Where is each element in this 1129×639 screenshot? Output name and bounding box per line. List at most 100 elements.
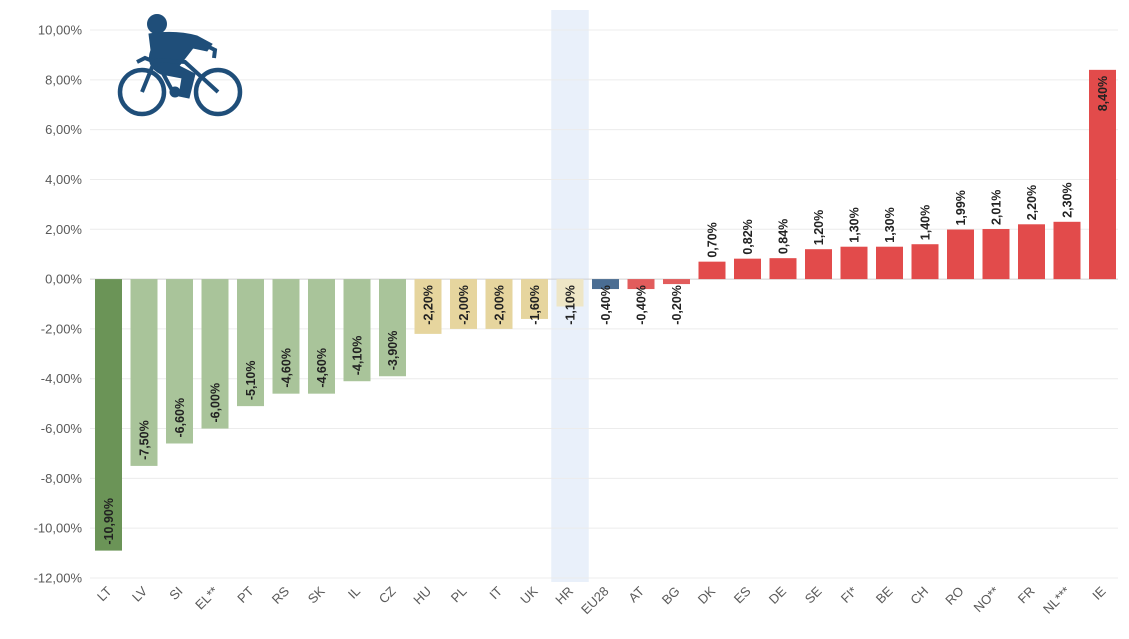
x-tick-label: SE: [802, 583, 825, 606]
y-tick-label: -12,00%: [34, 571, 83, 586]
x-tick-label: DE: [766, 583, 790, 607]
y-tick-label: 10,00%: [38, 23, 83, 38]
x-tick-label: IL: [345, 584, 363, 602]
bar: [272, 279, 300, 394]
y-tick-label: -6,00%: [41, 421, 83, 436]
bar: [663, 279, 690, 285]
bar: [805, 249, 832, 280]
bar: [627, 279, 655, 290]
x-tick-label: RS: [269, 583, 293, 607]
x-tick-label: EU28: [578, 584, 612, 618]
bar: [450, 279, 477, 329]
bar: [521, 279, 548, 319]
data-label: 8,40%: [1096, 76, 1110, 111]
x-tick-label: RO: [942, 584, 966, 608]
x-tick-label: HU: [410, 584, 434, 608]
x-tick-label: HR: [552, 584, 576, 608]
x-tick-label: AT: [625, 583, 647, 605]
x-tick-label: UK: [517, 583, 541, 607]
data-label: 1,40%: [919, 205, 933, 240]
x-tick-label: NO**: [971, 584, 1003, 616]
bar: [414, 279, 442, 334]
data-label: -2,00%: [457, 285, 471, 325]
cyclist-icon: [117, 14, 243, 117]
bar: [1089, 69, 1116, 280]
data-label: -4,60%: [315, 348, 329, 388]
data-label: -1,10%: [564, 285, 578, 325]
bar: [166, 279, 193, 444]
x-tick-label: IE: [1089, 583, 1109, 603]
bar: [485, 279, 513, 329]
data-label: 2,01%: [990, 190, 1004, 225]
bar: [982, 229, 1010, 280]
data-label: -6,00%: [209, 383, 223, 423]
x-tick-label: DK: [695, 583, 719, 607]
data-label: 2,30%: [1061, 182, 1075, 217]
bar: [201, 279, 229, 429]
data-label: 2,20%: [1025, 185, 1039, 220]
data-label: 0,82%: [741, 219, 755, 254]
bar: [130, 279, 158, 466]
x-tick-label: LV: [129, 583, 150, 604]
x-tick-label: LT: [94, 583, 115, 604]
data-label: -4,10%: [351, 336, 365, 376]
data-label: -6,60%: [173, 398, 187, 438]
y-tick-label: 8,00%: [45, 72, 82, 87]
y-tick-label: -4,00%: [41, 371, 83, 386]
x-tick-label: PT: [234, 583, 256, 605]
x-tick-label: BE: [873, 583, 896, 606]
x-tick-label: BG: [659, 584, 683, 608]
data-label: 1,30%: [848, 207, 862, 242]
bar: [947, 229, 974, 280]
data-label: -5,10%: [244, 361, 258, 401]
bar: [769, 258, 797, 280]
x-tick-label: IT: [486, 583, 505, 602]
y-tick-label: -10,00%: [34, 521, 83, 536]
bar: [95, 279, 122, 551]
bar: [1018, 224, 1045, 280]
bar: [876, 246, 903, 280]
data-label: -3,90%: [386, 331, 400, 371]
data-label: -0,40%: [599, 285, 613, 325]
x-tick-label: FR: [1015, 584, 1038, 607]
bar: [734, 258, 761, 280]
x-tick-label: SK: [305, 583, 328, 606]
bar: [237, 279, 264, 407]
x-tick-label: CZ: [376, 583, 399, 606]
data-label: -0,40%: [635, 285, 649, 325]
data-label: -4,60%: [280, 348, 294, 388]
data-label: 0,84%: [777, 219, 791, 254]
data-label: 0,70%: [706, 222, 720, 257]
y-tick-label: -2,00%: [41, 321, 83, 336]
bar: [343, 279, 371, 382]
bar: [556, 279, 584, 307]
data-label: 1,99%: [954, 190, 968, 225]
data-label: -10,90%: [102, 498, 116, 545]
bar: [911, 244, 939, 280]
x-tick-label: EL**: [192, 584, 221, 613]
bar: [308, 279, 335, 394]
data-label: -1,60%: [528, 285, 542, 325]
data-label: -0,20%: [670, 285, 684, 325]
bar: [1053, 221, 1081, 280]
bar: [379, 279, 406, 377]
data-label: 1,20%: [812, 210, 826, 245]
y-tick-label: 0,00%: [45, 272, 82, 287]
x-tick-label: NL***: [1040, 584, 1073, 617]
bar: [698, 261, 726, 280]
x-tick-label: CH: [907, 584, 931, 608]
x-tick-label: ES: [731, 583, 754, 606]
data-label: 1,30%: [883, 207, 897, 242]
y-tick-label: 4,00%: [45, 172, 82, 187]
y-tick-label: 2,00%: [45, 222, 82, 237]
data-label: -7,50%: [138, 420, 152, 460]
x-tick-label: PL: [448, 584, 470, 606]
bar: [840, 246, 868, 280]
x-tick-label: FI*: [838, 584, 860, 606]
data-label: -2,00%: [493, 285, 507, 325]
bar: [592, 279, 619, 290]
y-tick-label: 6,00%: [45, 122, 82, 137]
x-tick-label: SI: [166, 584, 185, 603]
data-label: -2,20%: [422, 285, 436, 325]
